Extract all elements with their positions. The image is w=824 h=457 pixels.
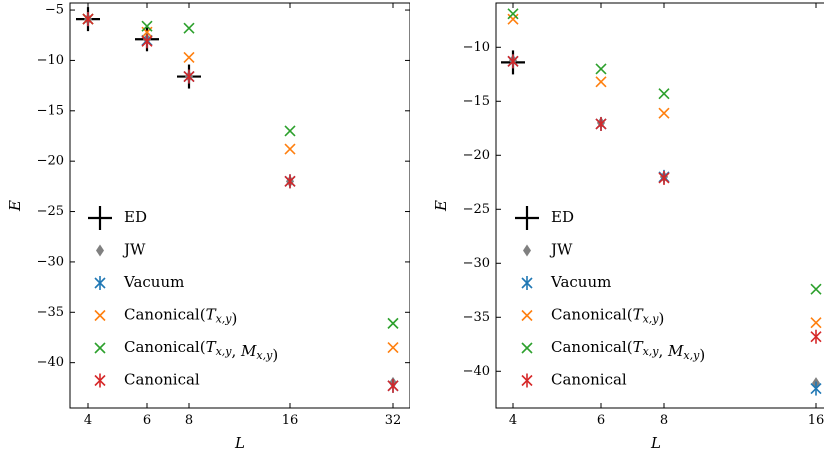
legend-label: Vacuum <box>550 273 611 291</box>
x-tick-label: 16 <box>808 413 824 428</box>
data-point <box>387 317 399 329</box>
legend-label: Canonical <box>551 371 627 389</box>
legend-marker <box>94 309 106 322</box>
x-tick-label: 6 <box>597 413 605 428</box>
legend-label: Canonical(Tx,y, Mx,y) <box>124 338 278 364</box>
right-chart-panel: −10 −15 −20 −25 −30 −35 −40 4 6 8 16 L E ED JW Vacuum Ca… <box>432 2 824 452</box>
data-point <box>810 329 822 344</box>
y-tick-label: −5 <box>45 3 64 18</box>
legend-label: Canonical(Tx,y, Mx,y) <box>551 338 705 364</box>
legend-label: JW <box>122 241 146 259</box>
y-tick-label: −30 <box>463 256 490 271</box>
y-tick-label: −20 <box>463 148 490 163</box>
left-chart-panel: −5 −10 −15 −20 −25 −30 −35 −40 4 6 8 16 32 L E ED JW Vacu… <box>6 2 410 452</box>
legend-marker <box>94 342 106 354</box>
legend-marker <box>88 206 112 230</box>
data-point <box>183 22 195 34</box>
legend-marker <box>515 206 539 230</box>
y-tick-label: −25 <box>37 204 64 219</box>
y-tick-label: −10 <box>463 40 490 55</box>
data-point <box>507 13 519 25</box>
legend-marker <box>94 373 106 388</box>
legend-label: Vacuum <box>123 273 184 291</box>
x-tick-label: 16 <box>282 413 299 428</box>
y-axis-label: E <box>6 200 24 212</box>
data-point <box>284 125 296 137</box>
y-tick-label: −30 <box>37 254 64 269</box>
legend-marker <box>523 244 531 257</box>
data-point <box>387 378 399 393</box>
legend-label: Canonical(Tx,y) <box>551 306 664 328</box>
data-point <box>507 8 519 20</box>
y-tick-label: −10 <box>37 53 64 68</box>
y-tick-label: −40 <box>463 364 490 379</box>
x-tick-label: 8 <box>660 413 668 428</box>
data-point <box>284 174 296 189</box>
data-point <box>810 381 822 396</box>
data-point <box>658 170 670 185</box>
legend-label: ED <box>551 208 574 226</box>
legend-marker <box>94 276 106 290</box>
data-point <box>658 88 670 100</box>
legend-marker <box>96 244 104 257</box>
legend-marker <box>521 309 533 322</box>
y-axis-label: E <box>432 200 450 212</box>
data-point <box>183 51 195 63</box>
legend-label: Canonical(Tx,y) <box>124 306 237 328</box>
x-tick-label: 6 <box>143 413 151 428</box>
legend: ED JW Vacuum Canonical(Tx,y) Canonical(Tx,y,… <box>515 206 705 389</box>
legend-marker <box>521 276 533 290</box>
legend-marker <box>521 373 533 388</box>
legend-label: JW <box>549 241 573 259</box>
data-point <box>595 116 607 131</box>
x-axis-label: L <box>650 434 661 452</box>
x-tick-label: 32 <box>385 413 402 428</box>
x-tick-label: 4 <box>509 413 517 428</box>
data-point <box>82 12 94 27</box>
data-point <box>507 54 519 69</box>
plot-frame <box>69 2 410 409</box>
legend-marker <box>521 342 533 354</box>
data-point <box>141 34 153 49</box>
data-point <box>183 69 195 84</box>
data-point <box>810 317 822 329</box>
y-tick-label: −15 <box>37 103 64 118</box>
x-axis-label: L <box>234 434 245 452</box>
y-tick-label: −15 <box>463 94 490 109</box>
legend-label: Canonical <box>124 371 200 389</box>
data-point <box>284 143 296 155</box>
data-point <box>658 107 670 119</box>
legend: ED JW Vacuum Canonical(Tx,y) Canonical(Tx,y,… <box>88 206 278 389</box>
y-tick-label: −25 <box>463 202 490 217</box>
y-tick-label: −40 <box>37 355 64 370</box>
y-tick-label: −35 <box>37 305 64 320</box>
y-tick-label: −20 <box>37 154 64 169</box>
data-point <box>595 76 607 88</box>
y-tick-label: −35 <box>463 310 490 325</box>
data-point <box>387 341 399 354</box>
data-point <box>141 20 153 32</box>
plot-frame <box>495 2 824 409</box>
legend-label: ED <box>124 208 147 226</box>
data-point <box>595 63 607 75</box>
data-point <box>810 283 822 295</box>
x-tick-label: 4 <box>84 413 92 428</box>
x-tick-label: 8 <box>185 413 193 428</box>
